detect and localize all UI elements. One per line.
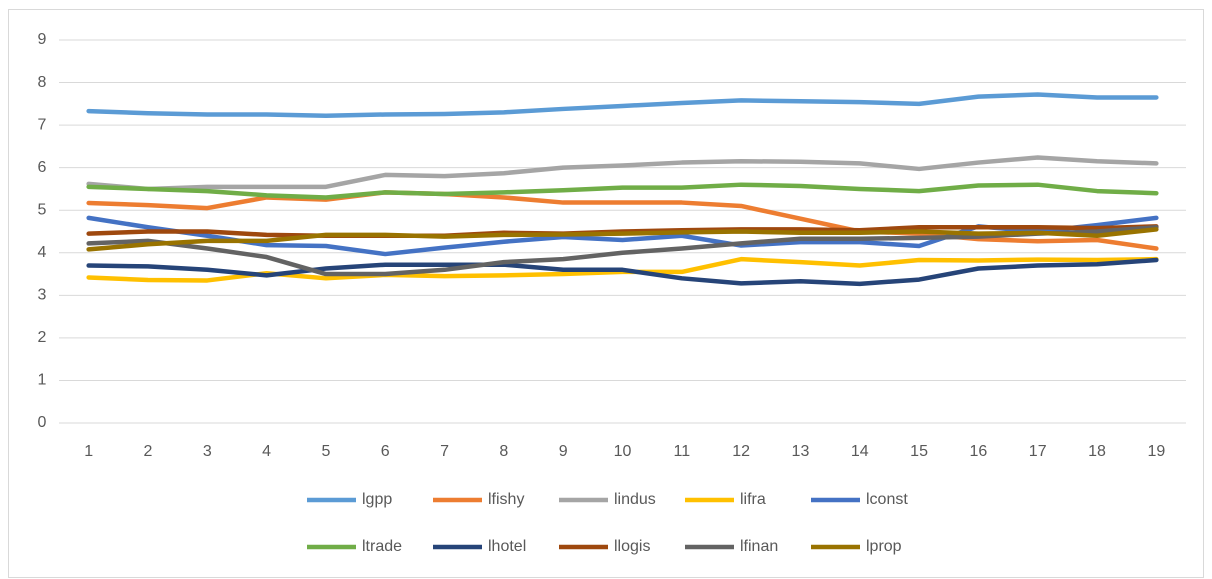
x-tick-label: 2 [144, 443, 153, 460]
x-tick-label: 15 [910, 443, 928, 460]
x-tick-label: 14 [851, 443, 869, 460]
x-tick-label: 13 [792, 443, 810, 460]
series-line [86, 224, 1159, 277]
legend-label: lgpp [362, 491, 392, 508]
legend-label: lindus [614, 491, 656, 508]
chart-frame [8, 9, 1204, 578]
legend-label: lprop [866, 538, 902, 555]
x-tick-label: 1 [84, 443, 93, 460]
y-tick-label: 9 [38, 31, 47, 48]
y-tick-label: 5 [38, 201, 47, 218]
legend-label: lfishy [488, 491, 524, 508]
y-tick-label: 2 [38, 329, 47, 346]
x-tick-label: 7 [440, 443, 449, 460]
series-line [86, 227, 1159, 252]
y-tick-label: 8 [38, 74, 47, 91]
y-tick-label: 3 [38, 287, 47, 304]
x-tick-label: 11 [674, 443, 691, 460]
legend-label: lifra [740, 491, 766, 508]
x-tick-label: 5 [321, 443, 330, 460]
series-line [86, 155, 1159, 192]
y-tick-label: 6 [38, 159, 47, 176]
series-line [86, 182, 1159, 200]
x-tick-label: 19 [1147, 443, 1165, 460]
x-tick-label: 16 [969, 443, 987, 460]
x-tick-label: 12 [732, 443, 750, 460]
x-tick-label: 3 [203, 443, 212, 460]
legend-label: lconst [866, 491, 908, 508]
y-tick-label: 7 [38, 116, 47, 133]
x-tick-label: 6 [381, 443, 390, 460]
series-line [86, 92, 1159, 118]
legend-label: lfinan [740, 538, 778, 555]
y-tick-label: 0 [38, 414, 47, 431]
x-tick-label: 17 [1029, 443, 1047, 460]
legend-label: ltrade [362, 538, 402, 555]
x-tick-label: 18 [1088, 443, 1106, 460]
x-tick-label: 9 [559, 443, 568, 460]
x-tick-label: 10 [614, 443, 632, 460]
y-tick-label: 1 [38, 372, 47, 389]
x-tick-label: 4 [262, 443, 271, 460]
x-tick-label: 8 [499, 443, 508, 460]
legend-label: llogis [614, 538, 650, 555]
y-tick-label: 4 [38, 244, 47, 261]
legend-label: lhotel [488, 538, 526, 555]
series-line [86, 257, 1159, 287]
